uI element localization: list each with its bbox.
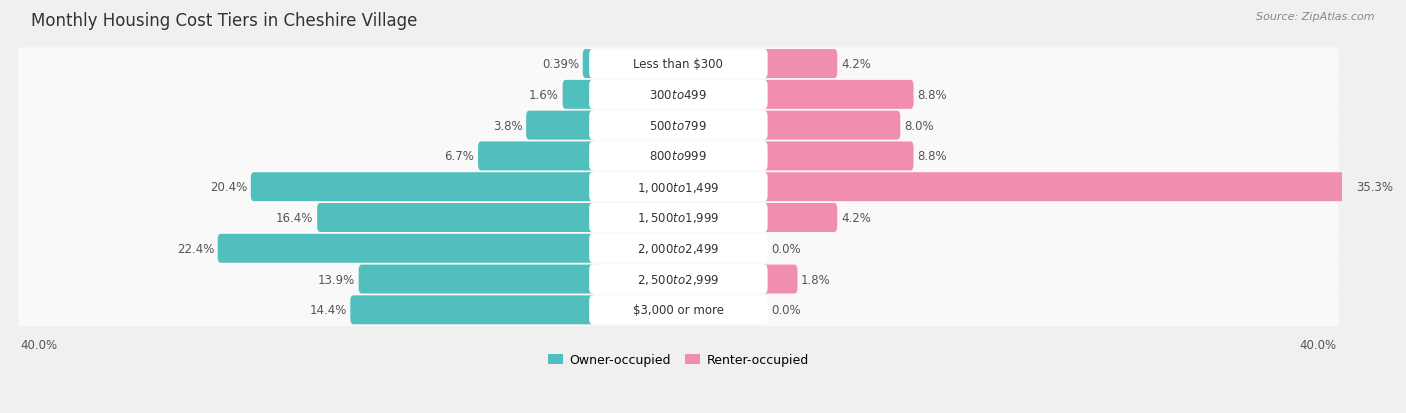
FancyBboxPatch shape bbox=[359, 265, 595, 294]
FancyBboxPatch shape bbox=[18, 48, 1339, 81]
FancyBboxPatch shape bbox=[526, 112, 595, 140]
Text: 8.8%: 8.8% bbox=[917, 150, 946, 163]
Text: 4.2%: 4.2% bbox=[841, 211, 870, 224]
FancyBboxPatch shape bbox=[18, 109, 1339, 142]
FancyBboxPatch shape bbox=[589, 50, 768, 79]
Text: 13.9%: 13.9% bbox=[318, 273, 354, 286]
FancyBboxPatch shape bbox=[18, 140, 1339, 173]
Text: 1.8%: 1.8% bbox=[801, 273, 831, 286]
FancyBboxPatch shape bbox=[589, 296, 768, 325]
Text: 20.4%: 20.4% bbox=[209, 181, 247, 194]
Text: $300 to $499: $300 to $499 bbox=[650, 89, 707, 102]
FancyBboxPatch shape bbox=[250, 173, 595, 202]
Text: 0.0%: 0.0% bbox=[772, 242, 801, 255]
Text: $1,500 to $1,999: $1,500 to $1,999 bbox=[637, 211, 720, 225]
Text: 1.6%: 1.6% bbox=[529, 89, 560, 102]
Text: Less than $300: Less than $300 bbox=[634, 58, 723, 71]
Text: 14.4%: 14.4% bbox=[309, 304, 347, 316]
Text: $3,000 or more: $3,000 or more bbox=[633, 304, 724, 316]
FancyBboxPatch shape bbox=[589, 81, 768, 109]
FancyBboxPatch shape bbox=[589, 173, 768, 202]
FancyBboxPatch shape bbox=[762, 142, 914, 171]
Text: $2,500 to $2,999: $2,500 to $2,999 bbox=[637, 273, 720, 286]
FancyBboxPatch shape bbox=[18, 294, 1339, 326]
Text: 8.8%: 8.8% bbox=[917, 89, 946, 102]
FancyBboxPatch shape bbox=[589, 204, 768, 233]
FancyBboxPatch shape bbox=[562, 81, 595, 109]
FancyBboxPatch shape bbox=[589, 265, 768, 294]
Text: 16.4%: 16.4% bbox=[276, 211, 314, 224]
FancyBboxPatch shape bbox=[762, 265, 797, 294]
FancyBboxPatch shape bbox=[18, 233, 1339, 265]
FancyBboxPatch shape bbox=[18, 171, 1339, 204]
FancyBboxPatch shape bbox=[18, 202, 1339, 234]
Text: $500 to $799: $500 to $799 bbox=[650, 119, 707, 132]
FancyBboxPatch shape bbox=[318, 204, 595, 233]
FancyBboxPatch shape bbox=[762, 81, 914, 109]
Text: 3.8%: 3.8% bbox=[494, 119, 523, 132]
FancyBboxPatch shape bbox=[589, 112, 768, 140]
FancyBboxPatch shape bbox=[762, 112, 900, 140]
Text: 35.3%: 35.3% bbox=[1357, 181, 1393, 194]
Text: 4.2%: 4.2% bbox=[841, 58, 870, 71]
Text: 40.0%: 40.0% bbox=[20, 338, 58, 351]
Text: 6.7%: 6.7% bbox=[444, 150, 474, 163]
FancyBboxPatch shape bbox=[478, 142, 595, 171]
FancyBboxPatch shape bbox=[350, 296, 595, 325]
Text: 0.0%: 0.0% bbox=[772, 304, 801, 316]
Text: $2,000 to $2,499: $2,000 to $2,499 bbox=[637, 242, 720, 256]
FancyBboxPatch shape bbox=[762, 173, 1353, 202]
Legend: Owner-occupied, Renter-occupied: Owner-occupied, Renter-occupied bbox=[548, 353, 808, 366]
Text: 22.4%: 22.4% bbox=[177, 242, 214, 255]
FancyBboxPatch shape bbox=[582, 50, 595, 79]
FancyBboxPatch shape bbox=[18, 79, 1339, 112]
Text: 40.0%: 40.0% bbox=[1299, 338, 1337, 351]
Text: $1,000 to $1,499: $1,000 to $1,499 bbox=[637, 180, 720, 194]
FancyBboxPatch shape bbox=[218, 234, 595, 263]
FancyBboxPatch shape bbox=[18, 263, 1339, 296]
Text: Source: ZipAtlas.com: Source: ZipAtlas.com bbox=[1257, 12, 1375, 22]
Text: 8.0%: 8.0% bbox=[904, 119, 934, 132]
Text: Monthly Housing Cost Tiers in Cheshire Village: Monthly Housing Cost Tiers in Cheshire V… bbox=[31, 12, 418, 30]
FancyBboxPatch shape bbox=[762, 204, 837, 233]
FancyBboxPatch shape bbox=[589, 234, 768, 263]
Text: $800 to $999: $800 to $999 bbox=[650, 150, 707, 163]
FancyBboxPatch shape bbox=[589, 142, 768, 171]
FancyBboxPatch shape bbox=[762, 50, 837, 79]
Text: 0.39%: 0.39% bbox=[541, 58, 579, 71]
